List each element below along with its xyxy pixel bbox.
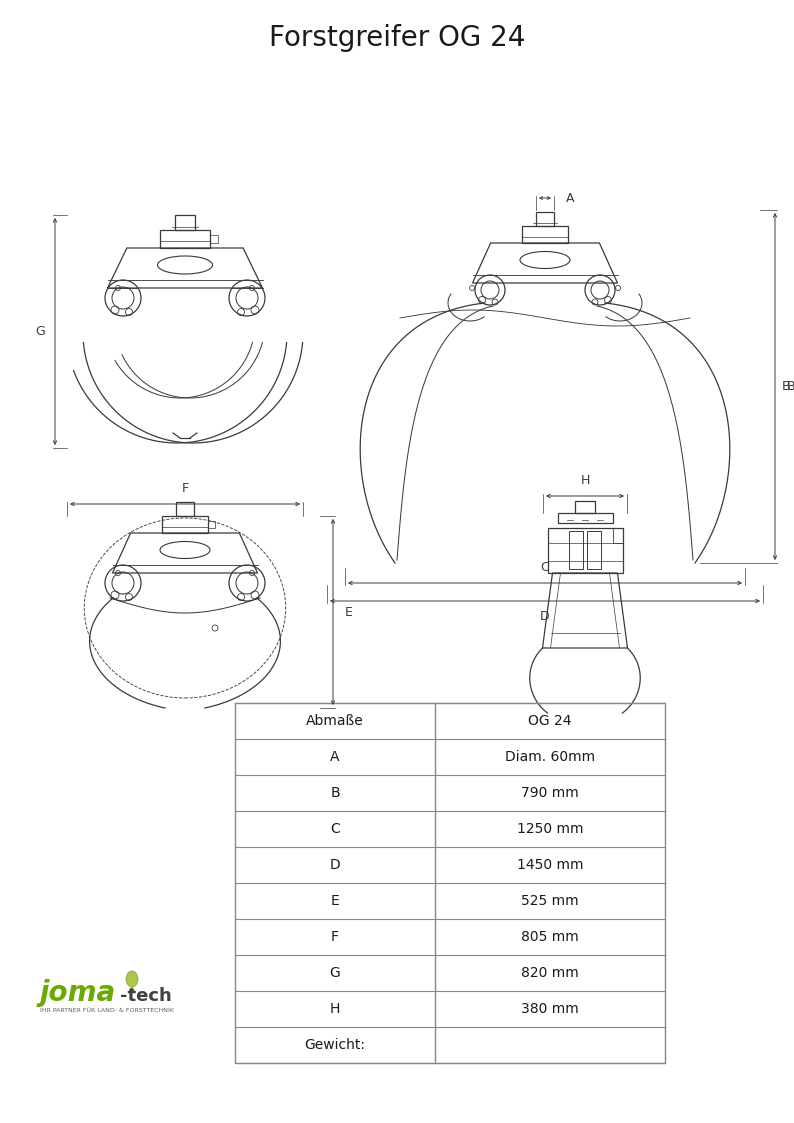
Text: 1450 mm: 1450 mm [517, 858, 584, 871]
Bar [536, 212, 554, 226]
Text: joma: joma [40, 979, 116, 1007]
Bar [575, 501, 595, 513]
Text: G: G [35, 325, 45, 338]
Text: B: B [330, 786, 340, 800]
Text: Forstgreifer OG 24: Forstgreifer OG 24 [269, 24, 525, 52]
Bar [160, 230, 210, 248]
Text: H: H [580, 474, 590, 487]
Bar [235, 703, 665, 1063]
Bar [522, 226, 568, 243]
Bar [208, 521, 215, 528]
Bar [210, 235, 218, 243]
Text: A: A [330, 750, 340, 764]
Ellipse shape [126, 971, 138, 987]
Text: 380 mm: 380 mm [521, 1002, 579, 1016]
Text: 525 mm: 525 mm [521, 894, 579, 909]
Text: G: G [330, 966, 341, 980]
Bar [587, 531, 601, 569]
Bar [557, 513, 612, 523]
Text: C: C [541, 562, 549, 574]
Bar [612, 528, 622, 544]
Text: B: B [781, 380, 790, 393]
Text: F: F [182, 482, 188, 495]
Text: Abmaße: Abmaße [306, 714, 364, 728]
Text: H: H [330, 1002, 340, 1016]
Polygon shape [129, 987, 135, 990]
Text: OG 24: OG 24 [528, 714, 572, 728]
Text: F: F [331, 930, 339, 944]
Bar [175, 214, 195, 230]
Text: Gewicht:: Gewicht: [305, 1038, 365, 1052]
Text: E: E [345, 605, 353, 619]
Text: D: D [540, 610, 549, 623]
Bar [176, 502, 194, 515]
Bar [569, 531, 583, 569]
Text: 790 mm: 790 mm [521, 786, 579, 800]
Text: 820 mm: 820 mm [521, 966, 579, 980]
Text: IHR PARTNER FÜR LAND- & FORSTTECHNIK: IHR PARTNER FÜR LAND- & FORSTTECHNIK [40, 1008, 174, 1013]
Text: 805 mm: 805 mm [521, 930, 579, 944]
Text: C: C [330, 822, 340, 836]
Text: B: B [787, 380, 794, 393]
Text: 1250 mm: 1250 mm [517, 822, 584, 836]
Text: E: E [330, 894, 339, 909]
Text: Diam. 60mm: Diam. 60mm [505, 750, 595, 764]
Text: -tech: -tech [120, 987, 172, 1005]
Text: D: D [330, 858, 341, 871]
Bar [162, 515, 208, 533]
Text: A: A [566, 192, 575, 204]
Bar [548, 528, 622, 573]
